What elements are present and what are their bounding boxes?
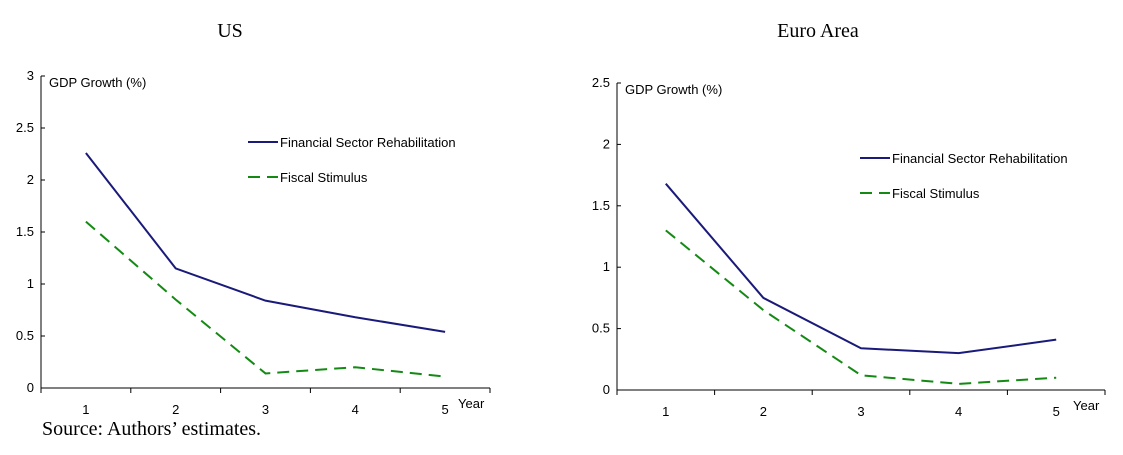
y-tick-label: 0.5 xyxy=(16,328,34,343)
x-tick-label: 2 xyxy=(172,402,179,417)
y-tick-label: 1.5 xyxy=(16,224,34,239)
x-tick-label: 3 xyxy=(262,402,269,417)
chart-title-euro-area: Euro Area xyxy=(777,20,859,42)
y-tick-label: 1 xyxy=(603,259,610,274)
x-tick-label: 1 xyxy=(82,402,89,417)
x-axis-title: Year xyxy=(458,396,485,411)
source-note: Source: Authors’ estimates. xyxy=(42,418,262,440)
x-tick-label: 3 xyxy=(857,404,864,419)
series-line-fiscal-stimulus xyxy=(665,229,1057,385)
y-tick-label: 0 xyxy=(603,382,610,397)
x-axis-title: Year xyxy=(1073,398,1100,413)
x-tick-label: 5 xyxy=(441,402,448,417)
legend-label: Financial Sector Rehabilitation xyxy=(892,151,1068,166)
y-tick-label: 1 xyxy=(27,276,34,291)
series-line-financial-sector-rehabilitation xyxy=(665,183,1057,355)
x-tick-label: 4 xyxy=(352,402,359,417)
line-chart-us: 0 0.5 1 1.5 2 2.5 3 1 2 3 4 5 GDP Growth (%) Year Fina… xyxy=(16,68,491,417)
series-line-financial-sector-rehabilitation xyxy=(85,152,446,333)
x-tick-label: 5 xyxy=(1053,404,1060,419)
y-tick-label: 0.5 xyxy=(592,321,610,336)
series-line-fiscal-stimulus xyxy=(85,220,446,378)
y-tick-label: 1.5 xyxy=(592,198,610,213)
x-tick-label: 2 xyxy=(760,404,767,419)
x-tick-label: 1 xyxy=(662,404,669,419)
y-axis-title: GDP Growth (%) xyxy=(625,82,722,97)
chart-title-us: US xyxy=(217,20,243,42)
y-axis-title: GDP Growth (%) xyxy=(49,75,146,90)
y-tick-label: 2 xyxy=(27,172,34,187)
y-tick-label: 0 xyxy=(27,380,34,395)
legend-label: Fiscal Stimulus xyxy=(280,170,368,185)
y-tick-label: 2.5 xyxy=(592,75,610,90)
legend-label: Fiscal Stimulus xyxy=(892,186,980,201)
x-tick-label: 4 xyxy=(955,404,962,419)
line-chart-euro-area: 0 0.5 1 1.5 2 2.5 1 2 3 4 5 GDP Growth (%) Year Finan… xyxy=(592,75,1106,419)
y-tick-label: 2 xyxy=(603,136,610,151)
y-tick-label: 3 xyxy=(27,68,34,83)
legend-label: Financial Sector Rehabilitation xyxy=(280,135,456,150)
y-tick-label: 2.5 xyxy=(16,120,34,135)
